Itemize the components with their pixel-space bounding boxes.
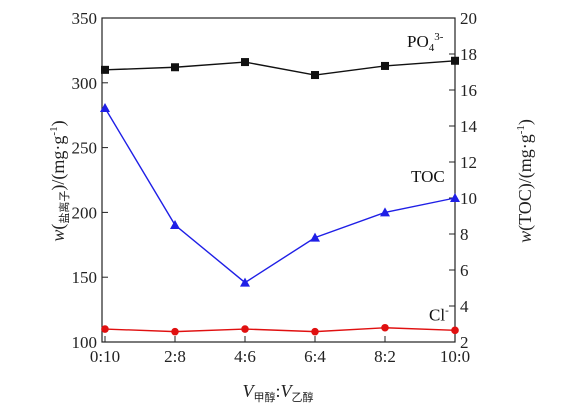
right-tick-label: 20 (460, 9, 477, 28)
point-po4-3 (241, 58, 249, 67)
series-line-toc (104, 107, 456, 284)
point-po4-3 (171, 63, 179, 72)
x-tick-label: 8:2 (374, 347, 396, 366)
point-po4-3 (101, 65, 109, 74)
right-tick-label: 12 (460, 153, 477, 172)
series-label-toc: TOC (411, 167, 445, 186)
left-tick-label: 300 (72, 74, 98, 93)
right-axis-ticks: 2 4 6 8 10 12 14 16 18 20 (449, 9, 478, 352)
left-axis-title: w(盐离子)/(mg·g-1) (48, 120, 71, 241)
left-tick-label: 350 (72, 9, 98, 28)
point-toc (100, 103, 110, 112)
point-toc (380, 207, 390, 217)
point-toc (450, 193, 460, 202)
right-tick-label: 16 (460, 81, 477, 100)
x-axis-ticks: 0:10 2:8 4:6 6:4 8:2 10:0 (90, 336, 470, 366)
point-cl (311, 327, 319, 336)
right-tick-label: 18 (460, 45, 477, 64)
series-line-cl (104, 327, 456, 333)
x-tick-label: 10:0 (440, 347, 470, 366)
point-po4-3 (451, 56, 459, 65)
point-toc (310, 232, 320, 242)
plot-frame (101, 17, 456, 343)
point-toc (240, 277, 250, 287)
x-tick-label: 2:8 (164, 347, 186, 366)
left-axis-ticks: 100 150 200 250 300 350 (72, 9, 108, 352)
x-tick-label: 6:4 (304, 347, 326, 366)
point-toc (170, 220, 180, 229)
x-tick-label: 0:10 (90, 347, 120, 366)
point-cl (171, 327, 179, 336)
right-tick-label: 10 (460, 189, 477, 208)
point-po4-3 (311, 71, 319, 80)
series-label-cl: Cl- (429, 304, 449, 324)
left-tick-label: 250 (72, 139, 98, 158)
series-layer (100, 56, 460, 336)
x-tick-label: 4:6 (234, 347, 256, 366)
point-cl (241, 325, 249, 333)
series-label-po4-3: PO43- (407, 31, 444, 54)
point-cl (101, 325, 109, 333)
point-cl (381, 323, 389, 332)
left-tick-label: 100 (72, 333, 98, 352)
right-tick-label: 14 (460, 117, 478, 136)
point-po4-3 (381, 61, 389, 70)
left-tick-label: 150 (72, 268, 98, 287)
x-axis-title: V甲醇:V乙醇 (242, 381, 313, 404)
right-tick-label: 4 (460, 297, 469, 316)
series-line-po4-3 (104, 60, 456, 76)
right-tick-label: 8 (460, 225, 469, 244)
right-tick-label: 2 (460, 333, 469, 352)
point-cl (451, 326, 459, 335)
series-labels: PO43- TOC Cl- (407, 31, 449, 325)
right-tick-label: 6 (460, 261, 469, 280)
left-tick-label: 200 (72, 203, 98, 222)
right-axis-title: w(TOC)/(mg·g-1) (515, 119, 536, 243)
